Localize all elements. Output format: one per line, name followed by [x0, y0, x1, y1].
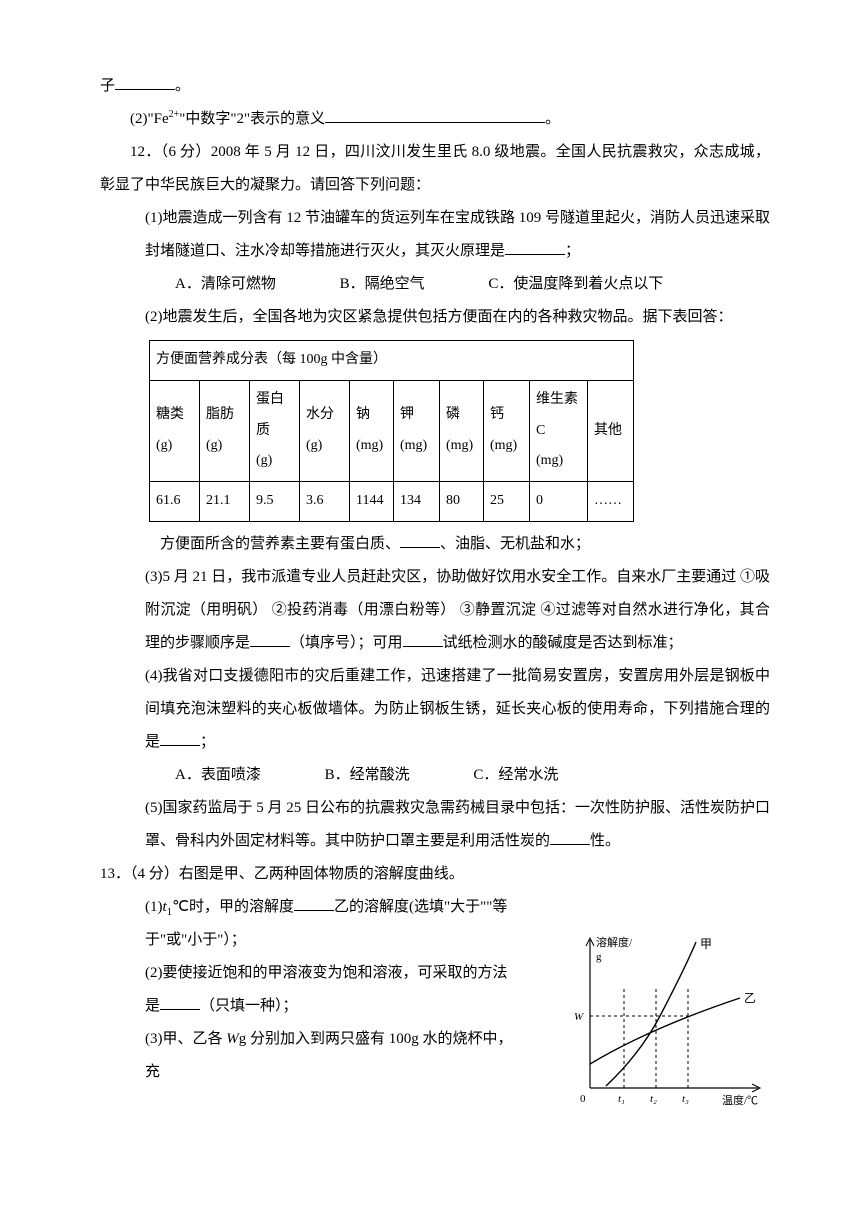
text: (3)甲、乙各: [145, 1031, 226, 1047]
q13-p3: (3)甲、乙各 Wg 分别加入到两只盛有 100g 水的烧杯中，充: [100, 1023, 520, 1089]
text: （填序号）；可用: [290, 635, 403, 651]
svg-text:温度/℃: 温度/℃: [722, 1093, 758, 1107]
nutrition-table: 方便面营养成分表（每 100g 中含量） 糖类(g)脂肪(g)蛋白质(g)水分(…: [149, 340, 634, 522]
text: 方便面所含的营养素主要有蛋白质、: [160, 536, 400, 552]
text: 、油脂、无机盐和水；: [440, 536, 590, 552]
svg-text:t₃: t₃: [682, 1093, 689, 1105]
table-cell: 3.6: [300, 482, 350, 522]
blank: [160, 995, 200, 1010]
table-header-cell: 钙(mg): [484, 380, 530, 481]
blank: [250, 632, 290, 647]
blank: [325, 108, 545, 123]
table-title: 方便面营养成分表（每 100g 中含量）: [150, 341, 634, 381]
text: (4)我省对口支援德阳市的灾后重建工作，迅速搭建了一批简易安置房，安置房用外层是…: [145, 668, 770, 750]
q12-p2-after: 方便面所含的营养素主要有蛋白质、 、油脂、无机盐和水；: [100, 528, 770, 561]
option-c: C．经常水洗: [473, 759, 558, 792]
table-header-row: 糖类(g)脂肪(g)蛋白质(g)水分(g)钠(mg)钾(mg)磷(mg)钙(mg…: [150, 380, 634, 481]
q13-p2: (2)要使接近饱和的甲溶液变为饱和溶液，可采取的方法是（只填一种）；: [100, 957, 520, 1023]
text: "中数字"2"表示的意义: [179, 111, 325, 127]
option-b: B．隔绝空气: [340, 268, 425, 301]
table-header-cell: 脂肪(g): [200, 380, 250, 481]
table-header-cell: 钠(mg): [350, 380, 394, 481]
var-w: W: [226, 1031, 239, 1047]
table-header-cell: 其他: [588, 380, 634, 481]
blank: [294, 896, 334, 911]
q13-intro: 13．（4 分）右图是甲、乙两种固体物质的溶解度曲线。: [100, 858, 520, 891]
text: ；: [200, 734, 215, 750]
text: 试纸检测水的酸碱度是否达到标准；: [443, 635, 683, 651]
q12-p4-options: A．表面喷漆 B．经常酸洗 C．经常水洗: [100, 759, 770, 792]
table-header-cell: 维生素C(mg): [530, 380, 588, 481]
q12-p1-options: A．清除可燃物 B．隔绝空气 C．使温度降到着火点以下: [100, 268, 770, 301]
svg-text:甲: 甲: [700, 937, 712, 951]
option-b: B．经常酸洗: [325, 759, 410, 792]
text: (1): [145, 899, 163, 915]
superscript: 2+: [169, 109, 180, 120]
table-cell: 25: [484, 482, 530, 522]
text: ℃时，甲的溶解度: [172, 899, 294, 915]
q12-p4: (4)我省对口支援德阳市的灾后重建工作，迅速搭建了一批简易安置房，安置房用外层是…: [100, 660, 770, 759]
q12-p2: (2)地震发生后，全国各地为灾区紧急提供包括方便面在内的各种救灾物品。据下表回答…: [100, 301, 770, 334]
text: (5)国家药监局于 5 月 25 日公布的抗震救灾急需药械目录中包括：一次性防护…: [145, 800, 770, 849]
blank: [550, 830, 590, 845]
table-cell: 61.6: [150, 482, 200, 522]
svg-text:0: 0: [580, 1093, 586, 1105]
svg-text:t₁: t₁: [618, 1093, 625, 1105]
table-cell: 80: [440, 482, 484, 522]
text: 。: [175, 78, 190, 94]
text: ；: [565, 243, 580, 259]
frag-line-1: 子。: [100, 70, 770, 103]
solubility-chart: 溶解度/g 温度/℃ 0 甲乙 Wt₁ t₂ t₃: [560, 936, 770, 1116]
svg-text:W: W: [574, 1011, 584, 1023]
table-header-cell: 水分(g): [300, 380, 350, 481]
option-c: C．使温度降到着火点以下: [488, 268, 663, 301]
q13-p1: (1)t1℃时，甲的溶解度乙的溶解度(选填"大于""等于"或"小于"）；: [100, 891, 520, 957]
option-a: A．清除可燃物: [175, 268, 276, 301]
text: （只填一种）；: [200, 998, 298, 1014]
table-cell: 9.5: [250, 482, 300, 522]
q12-p5: (5)国家药监局于 5 月 25 日公布的抗震救灾急需药械目录中包括：一次性防护…: [100, 792, 770, 858]
table-header-cell: 钾(mg): [394, 380, 440, 481]
table-cell: 134: [394, 482, 440, 522]
text: (1)地震造成一列含有 12 节油罐车的货运列车在宝成铁路 109 号隧道里起火…: [145, 210, 770, 259]
table-data-row: 61.621.19.53.6114413480250……: [150, 482, 634, 522]
text: (2)"Fe: [130, 111, 169, 127]
table-cell: 0: [530, 482, 588, 522]
option-a: A．表面喷漆: [175, 759, 261, 792]
table-header-cell: 糖类(g): [150, 380, 200, 481]
text: 性。: [590, 833, 620, 849]
blank: [115, 75, 175, 90]
svg-text:t₂: t₂: [650, 1093, 657, 1105]
frag-line-2: (2)"Fe2+"中数字"2"表示的意义 。: [100, 103, 770, 136]
svg-text:乙: 乙: [744, 991, 756, 1005]
text: 子: [100, 78, 115, 94]
table-header-cell: 蛋白质(g): [250, 380, 300, 481]
table-cell: 21.1: [200, 482, 250, 522]
q12-p3: (3)5 月 21 日，我市派遣专业人员赶赴灾区，协助做好饮用水安全工作。自来水…: [100, 561, 770, 660]
blank: [400, 533, 440, 548]
blank: [505, 240, 565, 255]
q12-intro: 12．（6 分）2008 年 5 月 12 日，四川汶川发生里氏 8.0 级地震…: [100, 136, 770, 202]
blank: [403, 632, 443, 647]
svg-text:g: g: [596, 951, 602, 963]
table-header-cell: 磷(mg): [440, 380, 484, 481]
table-cell: ……: [588, 482, 634, 522]
q12-p1: (1)地震造成一列含有 12 节油罐车的货运列车在宝成铁路 109 号隧道里起火…: [100, 202, 770, 268]
chart-svg: 溶解度/g 温度/℃ 0 甲乙 Wt₁ t₂ t₃: [560, 936, 770, 1116]
blank: [160, 731, 200, 746]
text: 。: [545, 111, 560, 127]
table-cell: 1144: [350, 482, 394, 522]
svg-text:溶解度/: 溶解度/: [596, 936, 633, 949]
